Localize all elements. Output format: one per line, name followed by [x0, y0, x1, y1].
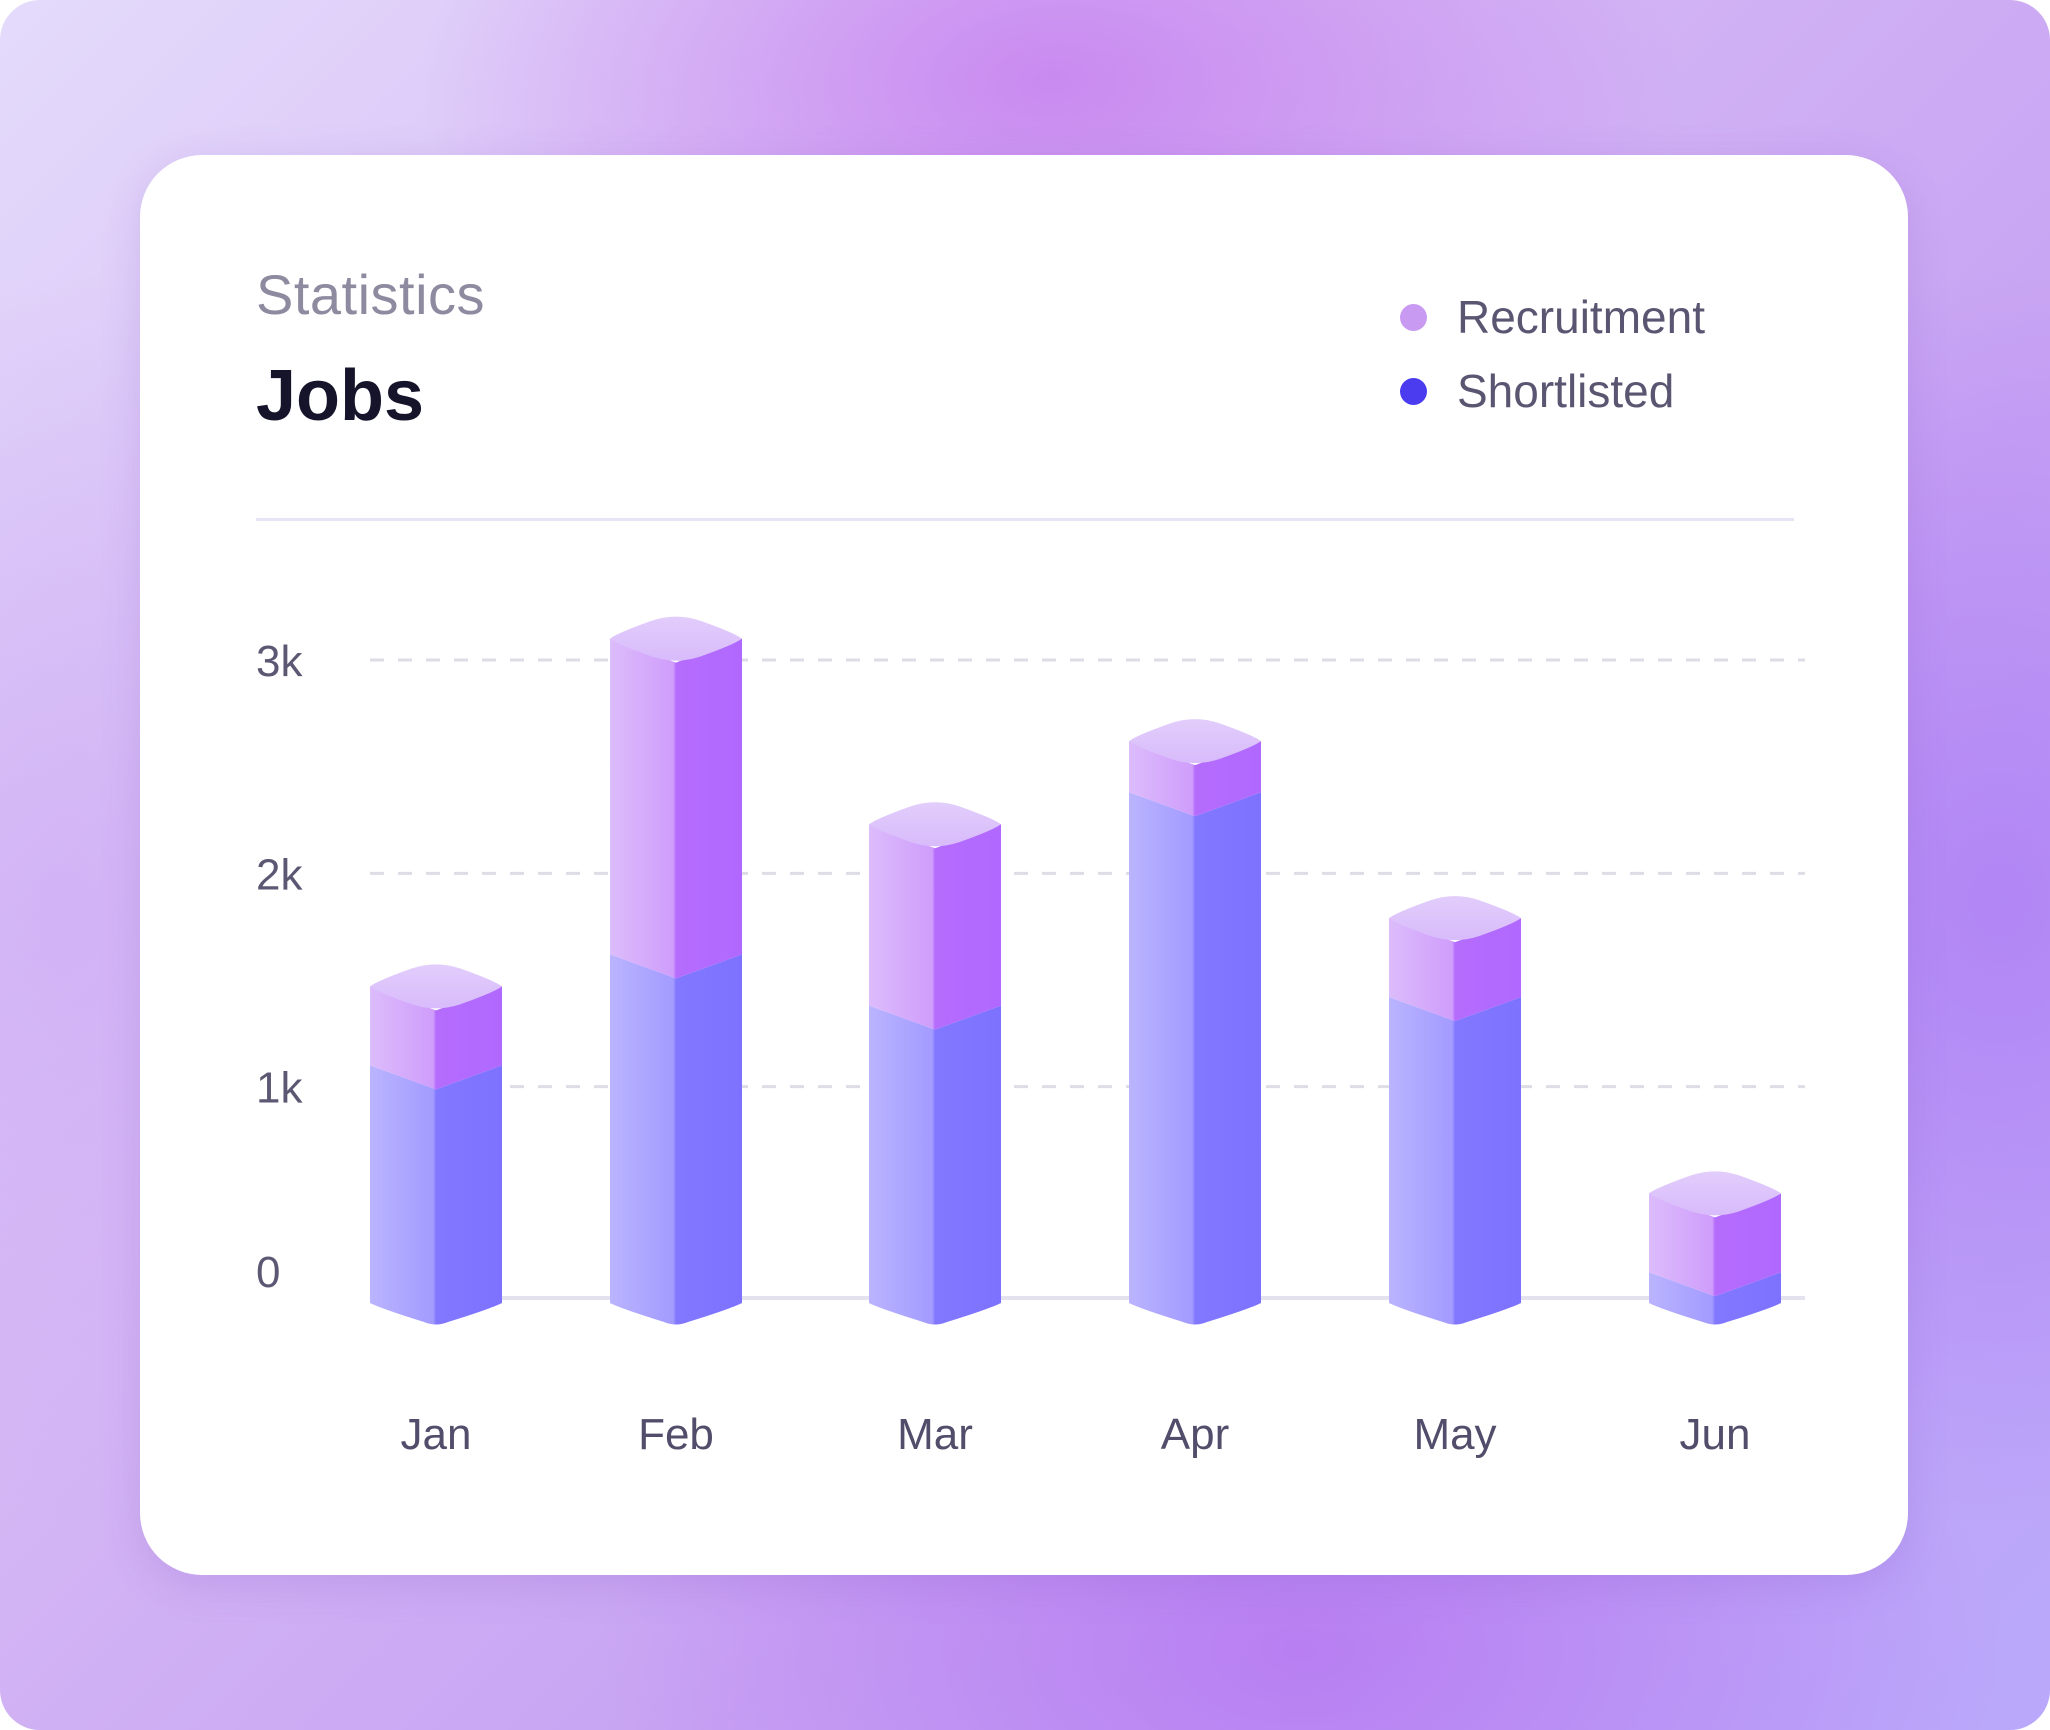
bar-may-recruitment[interactable]	[1389, 918, 1521, 1022]
bar-mar-top	[869, 802, 1001, 847]
bar-may-top	[1389, 896, 1521, 941]
x-tick-mar: Mar	[897, 1410, 973, 1459]
legend-item-shortlisted[interactable]: Shortlisted	[1400, 354, 1705, 428]
bar-feb[interactable]	[610, 616, 742, 1325]
x-tick-feb: Feb	[638, 1410, 714, 1459]
bar-mar-recruitment[interactable]	[869, 824, 1001, 1030]
bar-apr-top	[1129, 719, 1261, 764]
bar-jun-shortlisted[interactable]	[1649, 1272, 1781, 1325]
y-tick-3k: 3k	[256, 637, 303, 686]
bar-may[interactable]	[1389, 896, 1521, 1325]
bar-jan-shortlisted[interactable]	[370, 1065, 502, 1325]
bar-jan-recruitment[interactable]	[370, 986, 502, 1090]
bar-jun-top	[1649, 1171, 1781, 1216]
chart-legend: Recruitment Shortlisted	[1400, 280, 1705, 428]
legend-item-recruitment[interactable]: Recruitment	[1400, 280, 1705, 354]
bar-feb-recruitment[interactable]	[610, 638, 742, 979]
bar-jun[interactable]	[1649, 1171, 1781, 1325]
x-tick-jun: Jun	[1680, 1410, 1751, 1459]
bar-feb-top	[610, 616, 742, 661]
legend-label-recruitment: Recruitment	[1457, 291, 1705, 343]
bar-mar[interactable]	[869, 802, 1001, 1325]
bar-may-shortlisted[interactable]	[1389, 997, 1521, 1325]
statistics-card	[140, 155, 1908, 1575]
x-tick-may: May	[1413, 1410, 1496, 1459]
bar-apr-recruitment[interactable]	[1129, 741, 1261, 817]
bar-jan[interactable]	[370, 964, 502, 1325]
legend-dot-recruitment	[1400, 303, 1427, 331]
y-tick-1k: 1k	[256, 1064, 303, 1113]
bar-jan-top	[370, 964, 502, 1009]
bar-feb-shortlisted[interactable]	[610, 954, 742, 1325]
card-subtitle: Statistics	[256, 263, 486, 326]
legend-dot-shortlisted	[1400, 377, 1427, 405]
y-tick-2k: 2k	[256, 850, 303, 899]
card-title: Jobs	[256, 356, 425, 436]
bar-apr-shortlisted[interactable]	[1129, 792, 1261, 1325]
y-tick-0: 0	[256, 1248, 280, 1297]
bar-jun-recruitment[interactable]	[1649, 1193, 1781, 1297]
header-divider	[256, 518, 1794, 521]
legend-label-shortlisted: Shortlisted	[1457, 365, 1675, 417]
x-tick-apr: Apr	[1161, 1410, 1229, 1459]
x-tick-jan: Jan	[401, 1410, 472, 1459]
bar-apr[interactable]	[1129, 719, 1261, 1325]
bar-mar-shortlisted[interactable]	[869, 1005, 1001, 1325]
